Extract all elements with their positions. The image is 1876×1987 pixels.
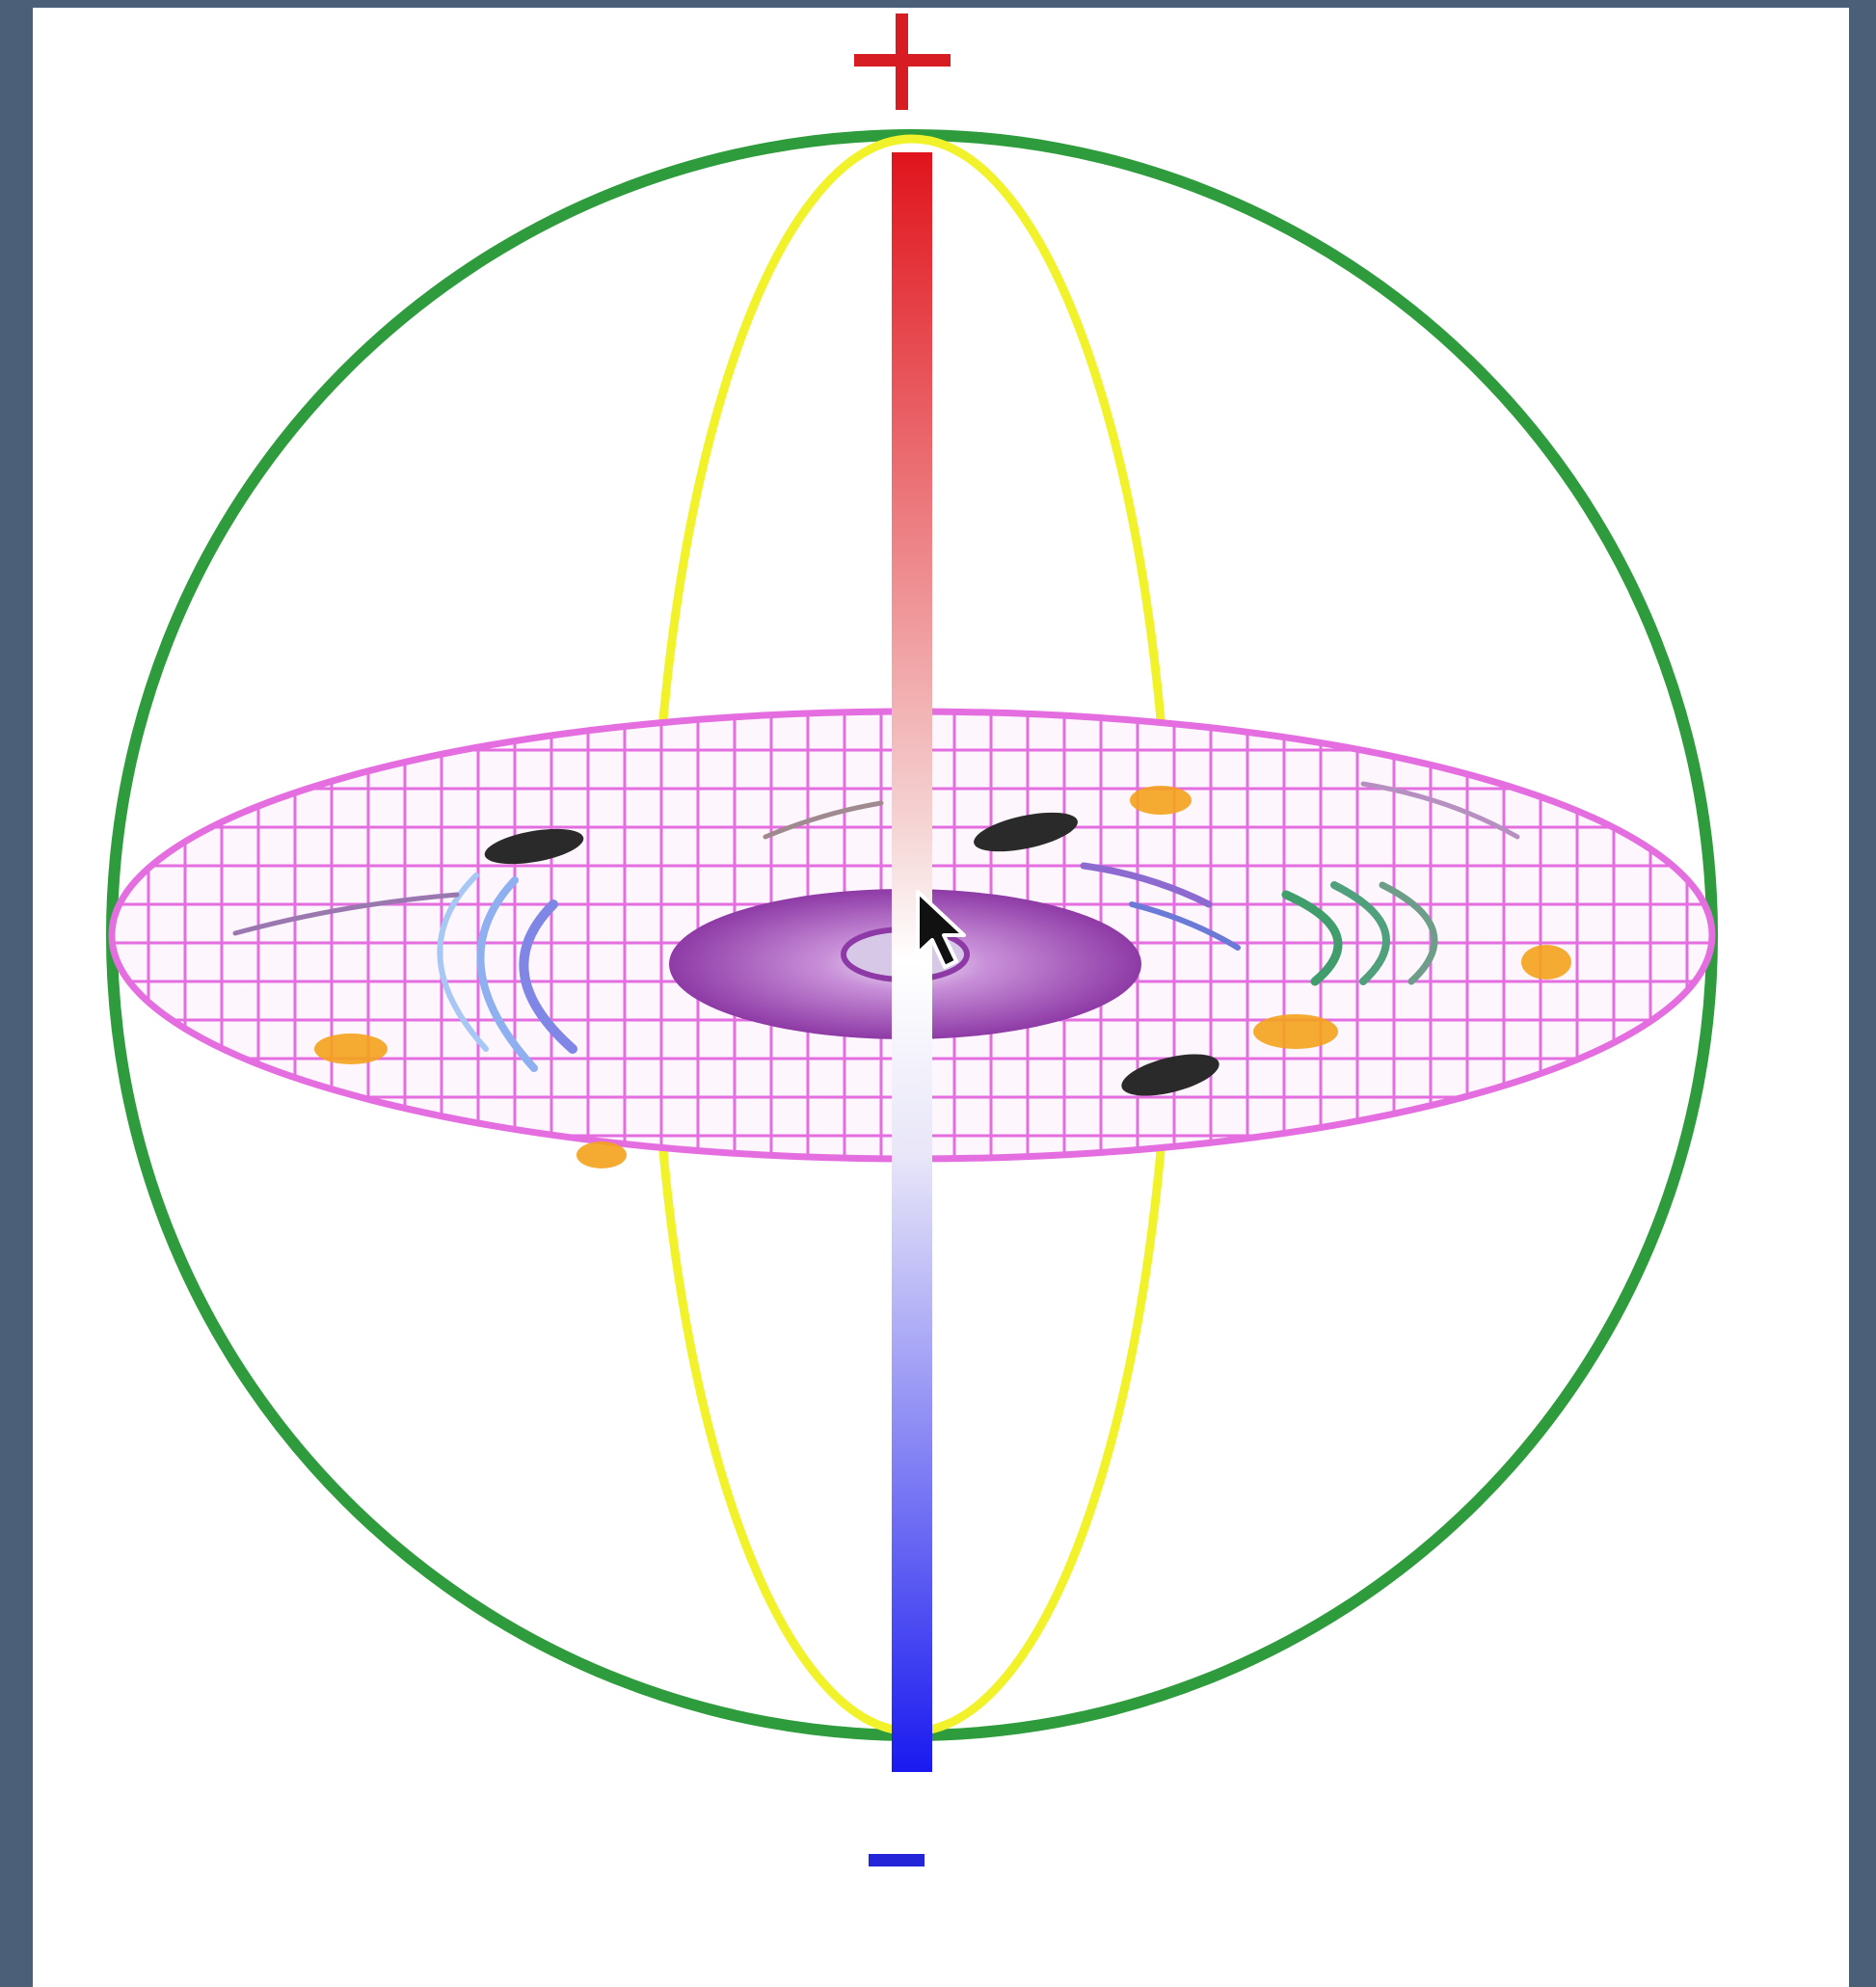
- cursor-arrow-icon: [916, 890, 966, 969]
- minus-sign: −: [869, 1854, 925, 1866]
- diagram-panel: + −: [33, 8, 1849, 1987]
- galaxy-sphere-diagram: + −: [106, 13, 1718, 1866]
- spiral-arms: [232, 781, 1520, 1072]
- orange-nebulae: [314, 786, 1571, 1168]
- plus-sign: +: [854, 13, 951, 110]
- polar-axis-bar: [892, 152, 932, 1772]
- dark-clouds: [484, 812, 1219, 1096]
